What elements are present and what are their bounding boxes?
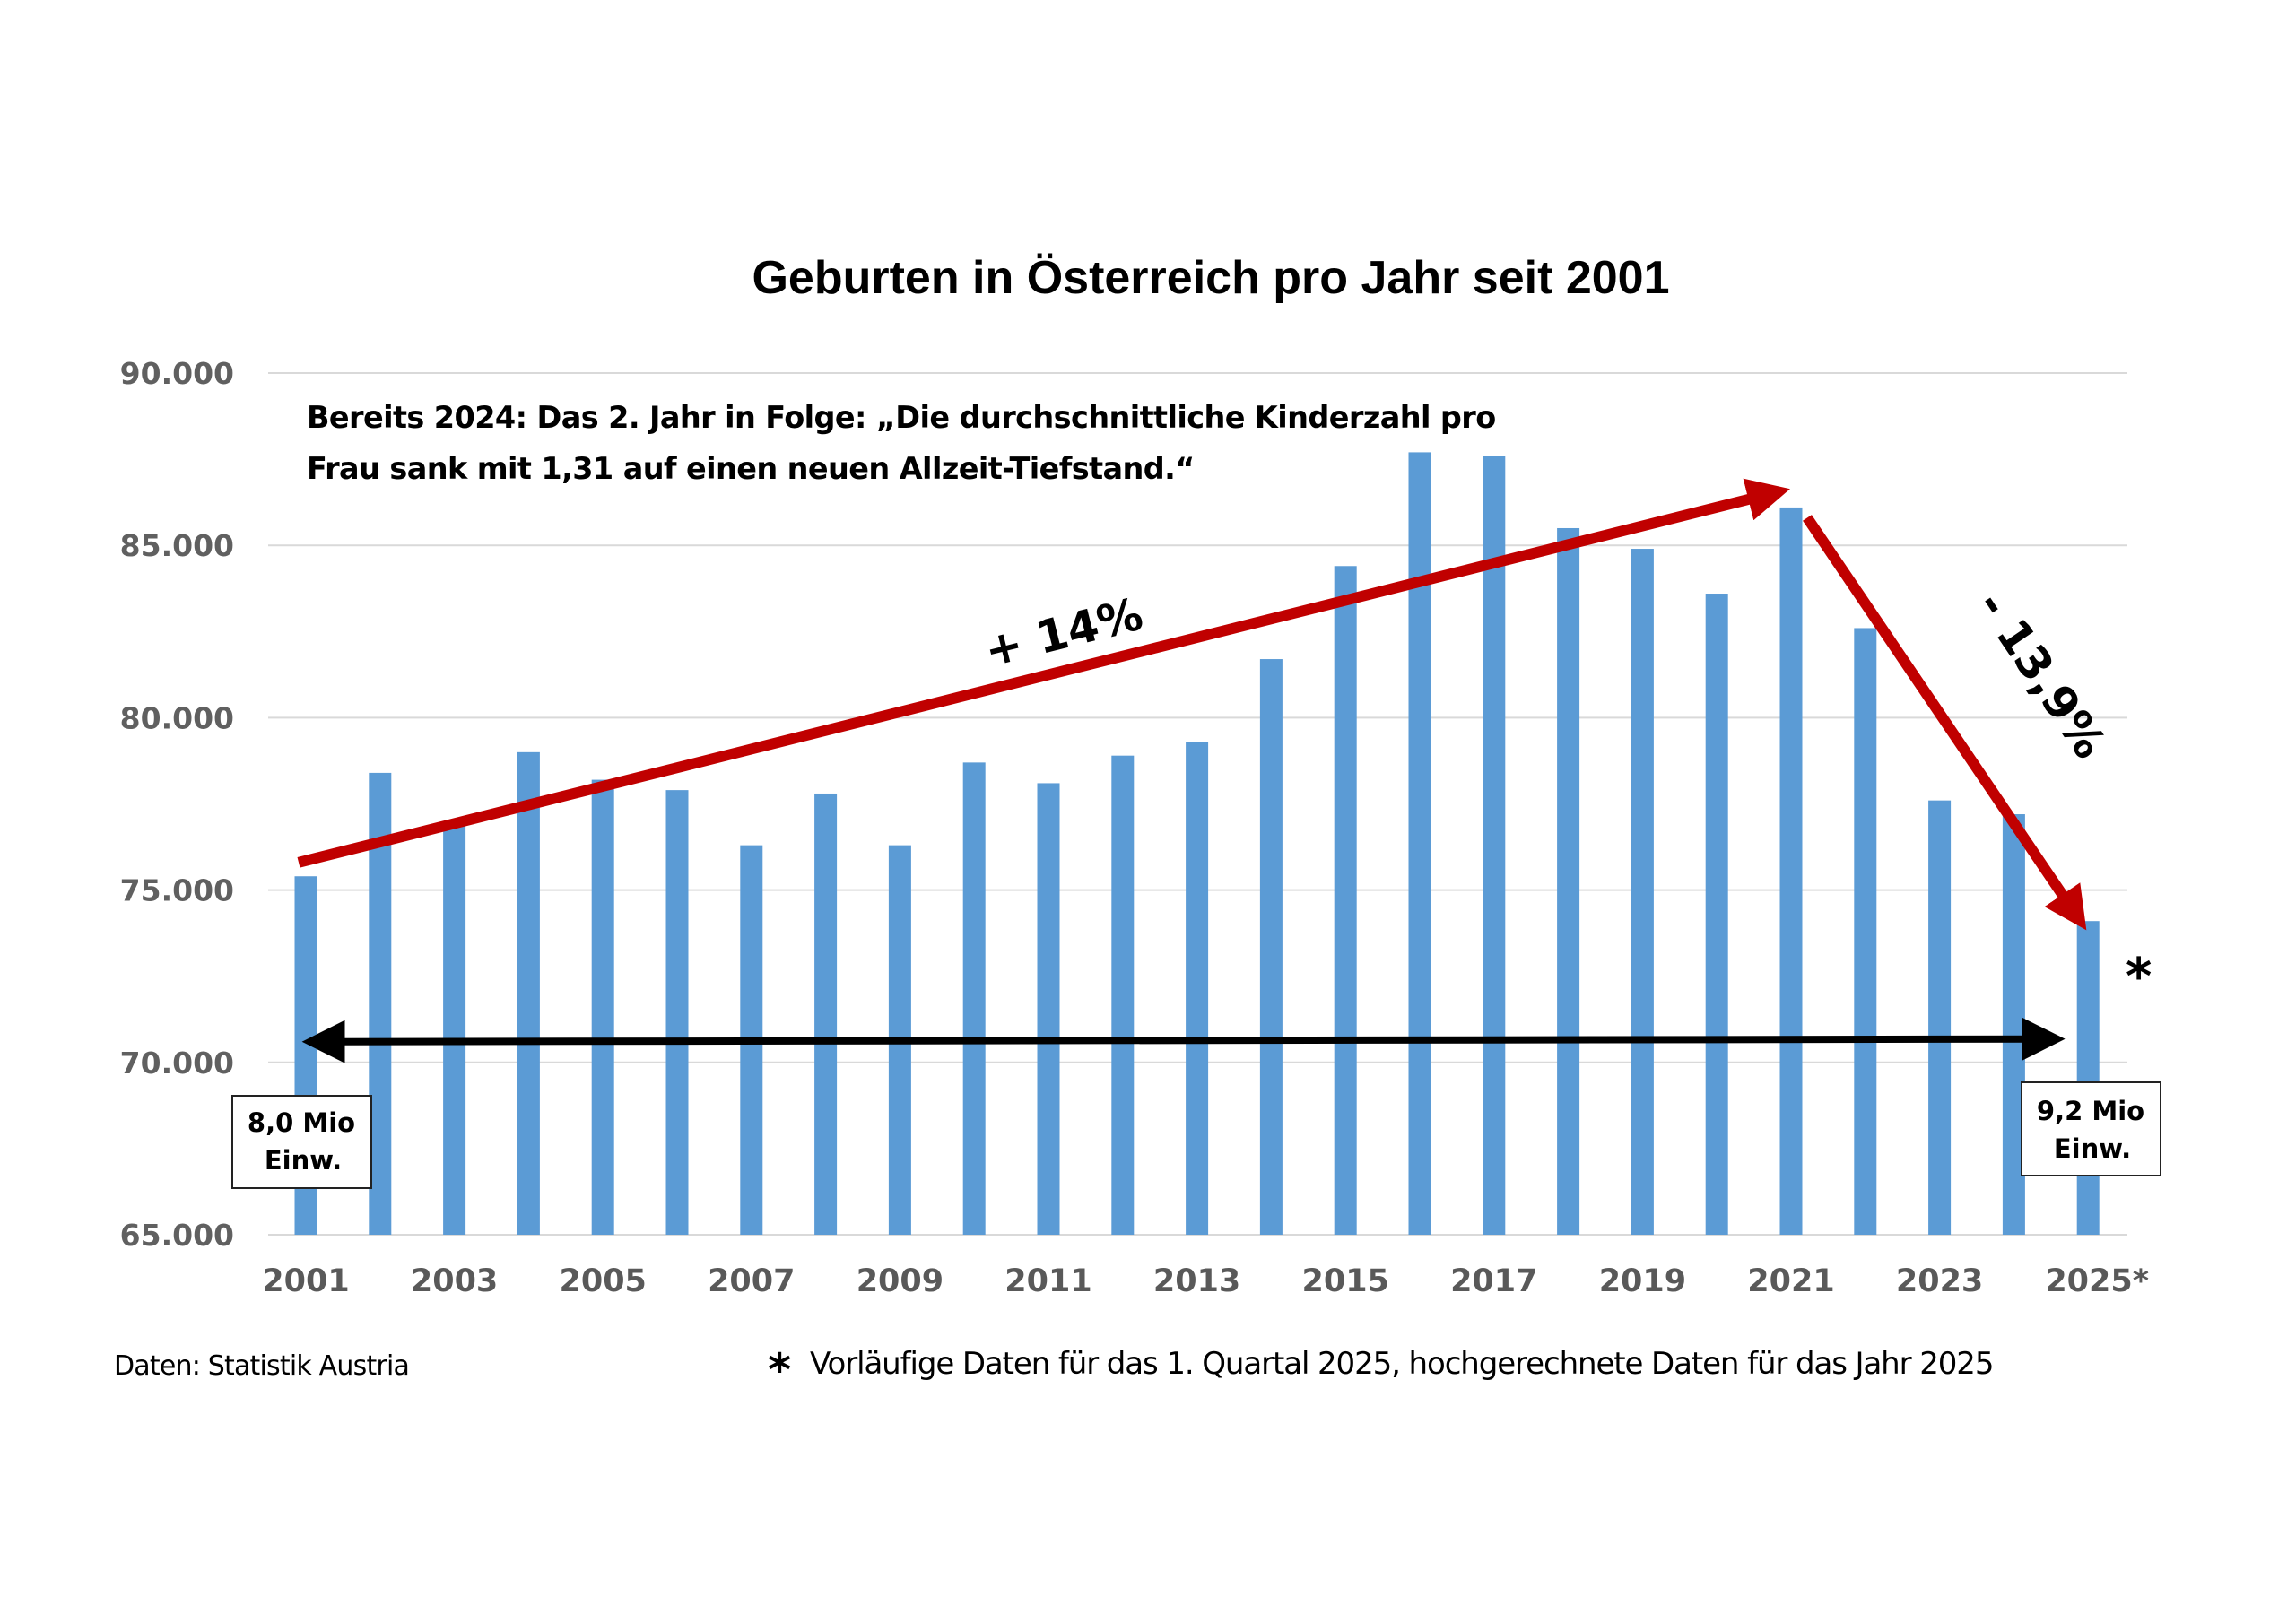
bar-2010 — [962, 762, 986, 1235]
x-tick-label: 2009 — [857, 1263, 944, 1299]
fall-arrow — [1803, 515, 2087, 931]
bar-2020 — [1705, 594, 1728, 1235]
x-tick-label: 2015 — [1301, 1263, 1388, 1299]
bar-2014 — [1259, 659, 1283, 1235]
y-tick-label: 70.000 — [120, 1046, 234, 1081]
x-axis-labels: 2001 2003 2005 2007 2009 2011 2013 2015 2017 2019… — [262, 1263, 2149, 1299]
bar-2004 — [517, 751, 540, 1235]
population-start-box: 8,0 Mio Einw. — [231, 1095, 372, 1189]
x-tick-label: 2021 — [1747, 1263, 1834, 1299]
population-start-unit: Einw. — [265, 1145, 342, 1176]
x-tick-label: 2017 — [1450, 1263, 1537, 1299]
data-source: Daten: Statistik Austria — [114, 1350, 409, 1382]
bar-2008 — [814, 793, 838, 1235]
rise-percent-label: + 14% — [979, 588, 1148, 678]
quote-line-1: Bereits 2024: Das 2. Jahr in Folge: „Die… — [307, 400, 1496, 435]
y-tick-label: 85.000 — [120, 528, 234, 563]
bar-2018 — [1557, 527, 1580, 1235]
footnote: Vorläufige Daten für das 1. Quartal 2025… — [810, 1346, 1993, 1382]
y-tick-label: 80.000 — [120, 700, 234, 735]
x-tick-label: 2025* — [2045, 1263, 2149, 1299]
x-tick-label: 2013 — [1153, 1263, 1240, 1299]
y-tick-label: 65.000 — [120, 1218, 234, 1253]
bar-2021 — [1779, 507, 1803, 1235]
bar-2025 — [2076, 921, 2100, 1235]
x-tick-label: 2011 — [1004, 1263, 1091, 1299]
bar-2011 — [1037, 783, 1060, 1235]
bar-2015 — [1334, 566, 1357, 1235]
chart-title: Geburten in Österreich pro Jahr seit 200… — [752, 252, 1669, 304]
bar-2017 — [1483, 456, 1506, 1236]
x-tick-label: 2003 — [411, 1263, 498, 1299]
bar-2013 — [1186, 742, 1209, 1235]
population-end-unit: Einw. — [2054, 1133, 2131, 1164]
x-tick-label: 2023 — [1896, 1263, 1983, 1299]
population-double-arrow — [301, 1017, 2066, 1063]
population-end-value: 9,2 Mio — [2037, 1096, 2144, 1126]
quote-line-2: Frau sank mit 1,31 auf einen neuen Allze… — [307, 451, 1195, 486]
y-tick-label: 75.000 — [120, 873, 234, 908]
bars — [294, 452, 2100, 1236]
population-end-box: 9,2 Mio Einw. — [2021, 1081, 2161, 1176]
bar-2023 — [1928, 800, 1952, 1235]
bar-2003 — [443, 824, 466, 1235]
y-axis-labels: 65.000 70.000 75.000 80.000 85.000 90.000 — [120, 356, 234, 1253]
bar-2006 — [665, 790, 689, 1235]
bar-2022 — [1854, 628, 1877, 1235]
fall-percent-label: - 13,9% — [1967, 582, 2117, 768]
provisional-marker: * — [2126, 948, 2152, 1006]
y-tick-label: 90.000 — [120, 356, 234, 391]
population-start-value: 8,0 Mio — [248, 1107, 355, 1138]
x-tick-label: 2007 — [708, 1263, 795, 1299]
bar-2019 — [1631, 549, 1654, 1235]
footnote-marker: * — [768, 1344, 791, 1396]
bar-2005 — [591, 779, 614, 1235]
rise-arrow — [297, 478, 1790, 868]
x-tick-label: 2019 — [1599, 1263, 1686, 1299]
bar-2012 — [1111, 755, 1135, 1235]
x-tick-label: 2001 — [262, 1263, 349, 1299]
bar-2002 — [369, 772, 392, 1235]
quote-annotation: Bereits 2024: Das 2. Jahr in Folge: „Die… — [307, 400, 1496, 486]
bar-2016 — [1408, 452, 1431, 1235]
x-tick-label: 2005 — [559, 1263, 646, 1299]
